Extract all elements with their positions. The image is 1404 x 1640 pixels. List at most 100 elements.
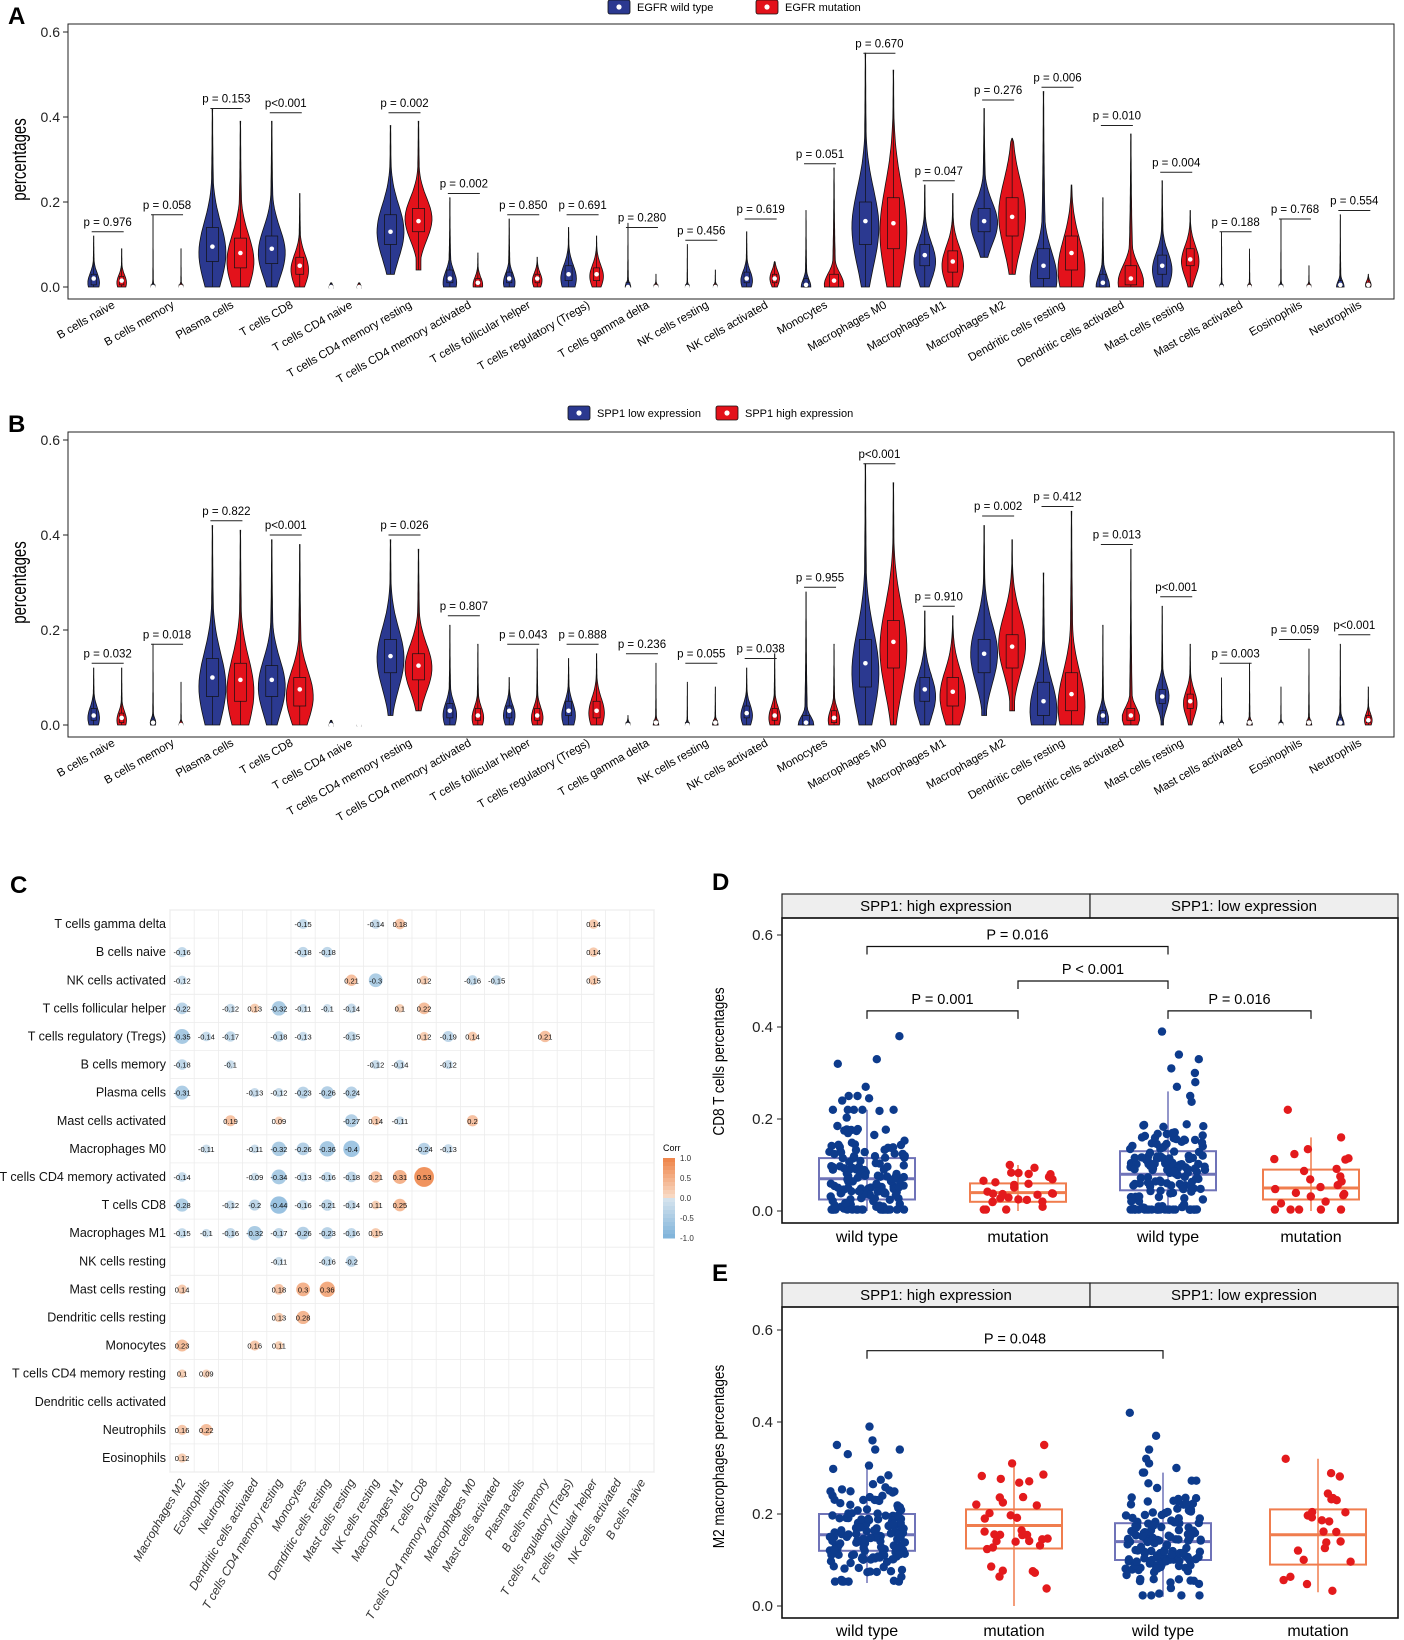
data-point — [1128, 1513, 1137, 1523]
median-dot — [566, 708, 571, 714]
corr-value: -0.23 — [295, 1089, 312, 1098]
data-point — [875, 1201, 884, 1210]
data-point-outlier — [1144, 1459, 1154, 1468]
median-dot — [388, 653, 393, 659]
legend-gradient-step — [663, 1234, 675, 1239]
legend-gradient-step — [663, 1210, 675, 1215]
panel-d-box-scatter: D SPP1: high expression SPP1: low expressi… — [711, 869, 1399, 1246]
x-tick-label: mutation — [1280, 1229, 1341, 1246]
plot-frame — [781, 1306, 1399, 1619]
corr-circle — [296, 1282, 310, 1297]
data-point — [1271, 1184, 1280, 1194]
corr-circle — [395, 1004, 405, 1013]
row-label: Eosinophils — [102, 1451, 166, 1465]
data-point — [1172, 1134, 1181, 1144]
x-tick-label: Dendritic cells activated — [1016, 299, 1127, 370]
y-tick-label: 0.0 — [41, 279, 61, 295]
data-point — [900, 1153, 909, 1162]
corr-circle — [368, 973, 383, 988]
data-point-outlier — [1172, 1463, 1181, 1473]
data-point — [1162, 1541, 1171, 1550]
corr-value: 0.12 — [175, 1454, 190, 1463]
data-point — [1152, 1551, 1162, 1560]
corr-value: 0.18 — [393, 920, 408, 929]
data-point — [889, 1174, 899, 1184]
corr-value: -0.15 — [488, 976, 505, 985]
data-point — [894, 1511, 903, 1520]
data-point — [1191, 1494, 1201, 1503]
corr-value: -0.18 — [174, 1061, 191, 1070]
data-point — [880, 1188, 889, 1197]
data-point — [1131, 1545, 1140, 1555]
pvalue-label: p = 0.691 — [558, 200, 606, 212]
data-point-outlier — [838, 1096, 847, 1105]
data-point — [858, 1105, 867, 1115]
box-iqr — [887, 620, 900, 669]
data-point — [1306, 1175, 1315, 1184]
data-point — [834, 1140, 843, 1150]
significance-bracket — [1167, 1010, 1312, 1019]
corr-value: -0.17 — [270, 1229, 287, 1238]
data-point — [1155, 1176, 1165, 1185]
corr-value: -0.16 — [319, 1257, 336, 1266]
data-point — [843, 1105, 852, 1115]
data-point — [1007, 1168, 1016, 1177]
pvalue-label: p = 0.910 — [915, 591, 963, 603]
data-point — [1140, 1554, 1149, 1563]
median-dot — [831, 715, 837, 721]
median-dot — [891, 220, 896, 226]
corr-circle — [201, 1144, 211, 1154]
corr-value: 0.22 — [199, 1426, 214, 1435]
box-iqr — [565, 700, 573, 716]
box-iqr — [1269, 1508, 1367, 1566]
corr-value: -0.16 — [464, 976, 481, 985]
y-axis-label: CD8 T cells percentages — [711, 987, 728, 1135]
median-dot — [328, 722, 334, 728]
data-point — [1005, 1160, 1014, 1170]
data-point — [1143, 1497, 1153, 1506]
data-point — [1012, 1513, 1022, 1523]
median-dot — [713, 720, 718, 725]
corr-value: -0.13 — [440, 1145, 457, 1154]
data-point — [1308, 1507, 1317, 1517]
data-point — [837, 1485, 847, 1494]
data-point — [1169, 1147, 1179, 1156]
data-point — [1157, 1510, 1167, 1520]
corr-value: 0.16 — [175, 1426, 190, 1435]
corr-circle — [392, 1169, 407, 1184]
box-iqr — [293, 677, 307, 707]
corr-value: 0.23 — [175, 1342, 190, 1351]
significance-bracket — [1017, 980, 1169, 989]
data-point — [1147, 1546, 1156, 1556]
corr-value: -0.18 — [295, 948, 312, 957]
pvalue-label: p<0.001 — [265, 520, 307, 532]
data-point — [826, 1179, 836, 1188]
corr-value: 0.36 — [320, 1285, 335, 1294]
row-label: Mast cells activated — [57, 1114, 166, 1128]
corr-circle — [371, 1059, 381, 1070]
y-tick-label: 0.0 — [41, 717, 61, 733]
row-label: Mast cells resting — [69, 1282, 166, 1296]
pvalue-label: p = 0.153 — [202, 94, 250, 106]
corr-circle — [175, 1198, 189, 1212]
row-label: T cells regulatory (Tregs) — [28, 1029, 166, 1043]
corr-circle — [395, 1059, 405, 1070]
legend-gradient-step — [663, 1158, 675, 1163]
y-tick-label: 0.4 — [752, 1019, 773, 1036]
data-point — [1024, 1179, 1033, 1189]
data-point — [1182, 1120, 1191, 1129]
pvalue-label: p = 0.412 — [1033, 492, 1081, 504]
data-point — [883, 1162, 892, 1171]
data-point — [1197, 1138, 1207, 1147]
data-point — [1126, 1500, 1136, 1509]
legend-gradient-step — [663, 1198, 675, 1203]
pvalue-label: p = 0.670 — [855, 38, 903, 50]
corr-circle — [296, 1142, 310, 1156]
data-point — [896, 1532, 905, 1542]
x-tick-label: Neutrophils — [1307, 737, 1364, 777]
data-point — [1180, 1172, 1190, 1182]
corr-circle — [271, 1001, 287, 1016]
corr-circle — [177, 1228, 188, 1239]
pvalue-label: p = 0.888 — [558, 629, 606, 641]
plot-frame — [781, 917, 1399, 1224]
